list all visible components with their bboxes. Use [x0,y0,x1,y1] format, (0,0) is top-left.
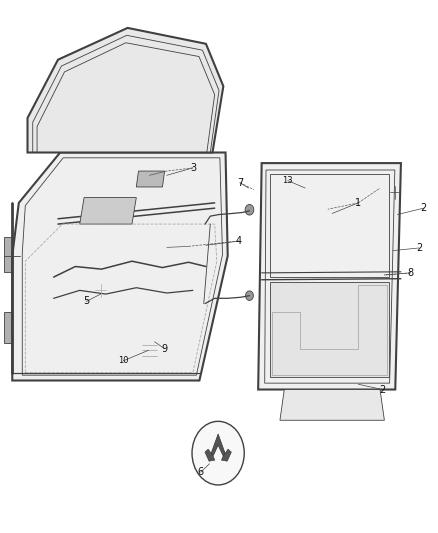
Bar [320,198,328,208]
Circle shape [201,298,209,309]
Bar [145,156,154,167]
Text: 6: 6 [198,467,204,477]
Polygon shape [136,171,165,187]
Polygon shape [258,163,401,390]
Text: 10: 10 [118,357,128,366]
Bar [108,156,117,167]
Circle shape [200,217,210,230]
Text: 9: 9 [162,344,168,354]
Text: 5: 5 [83,296,89,306]
Bar [86,156,95,167]
Bar [141,343,158,358]
Polygon shape [209,434,227,459]
Bar [95,284,106,297]
Text: 2: 2 [416,243,422,253]
Text: 2: 2 [420,203,427,213]
Text: 3: 3 [190,163,196,173]
Polygon shape [270,282,389,377]
Text: 8: 8 [407,268,413,278]
Polygon shape [222,449,231,461]
Bar [167,156,176,167]
Circle shape [390,186,400,199]
Bar [328,187,336,198]
Text: 4: 4 [236,236,242,246]
Polygon shape [12,152,228,381]
Text: 2: 2 [379,384,385,394]
Circle shape [245,205,254,215]
Bar [141,168,150,177]
Bar [4,312,20,343]
Text: 7: 7 [237,177,243,188]
Polygon shape [28,28,223,152]
Polygon shape [205,449,215,461]
Bar [300,183,311,193]
Circle shape [192,421,244,485]
Circle shape [246,291,253,301]
Circle shape [349,379,357,390]
Bar [4,237,20,272]
Polygon shape [80,198,136,224]
Text: 13: 13 [283,176,293,185]
Text: 1: 1 [355,198,361,208]
Polygon shape [280,390,385,420]
